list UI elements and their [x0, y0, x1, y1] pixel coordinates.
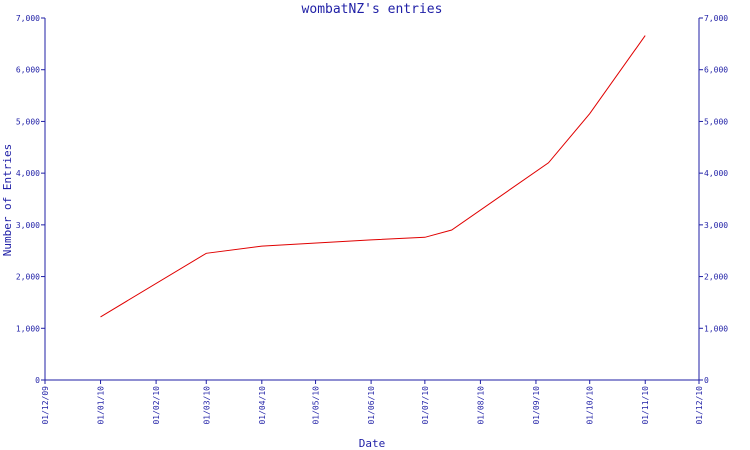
- x-tick-label: 01/09/10: [532, 386, 541, 425]
- x-tick-label: 01/10/10: [586, 386, 595, 425]
- y-tick-label: 0: [35, 376, 40, 385]
- y-tick-label: 3,000: [16, 221, 40, 230]
- x-tick-label: 01/01/10: [97, 386, 106, 425]
- x-tick-label: 01/12/10: [695, 386, 704, 425]
- y-tick-label: 2,000: [16, 273, 40, 282]
- y-tick-label: 4,000: [16, 169, 40, 178]
- y-tick-label-right: 3,000: [704, 221, 728, 230]
- y-tick-label-right: 4,000: [704, 169, 728, 178]
- y-tick-label: 5,000: [16, 117, 40, 126]
- y-tick-label-right: 2,000: [704, 273, 728, 282]
- y-tick-label: 6,000: [16, 66, 40, 75]
- x-axis-title: Date: [359, 437, 386, 450]
- x-tick-label: 01/12/09: [41, 386, 50, 425]
- series-group: [100, 35, 646, 318]
- x-tick-label: 01/07/10: [421, 386, 430, 425]
- y-tick-label-right: 6,000: [704, 66, 728, 75]
- x-tick-label: 01/11/10: [641, 386, 650, 425]
- chart-title: wombatNZ's entries: [302, 2, 443, 17]
- y-tick-label-right: 7,000: [704, 14, 728, 23]
- y-tick-label-right: 1,000: [704, 324, 728, 333]
- x-tick-label: 01/05/10: [312, 386, 321, 425]
- x-ticks: 01/12/09 01/01/10 01/02/10 01/03/10 01/04/10…: [41, 380, 704, 425]
- x-tick-label: 01/06/10: [367, 386, 376, 425]
- right-y-ticks: 0 1,000 2,000 3,000 4,000 5,000 6,000 7,000: [699, 14, 728, 385]
- left-y-ticks: 0 1,000 2,000 3,000 4,000 5,000 6,000 7,000: [16, 14, 45, 385]
- series-line: [100, 35, 646, 318]
- y-tick-label: 1,000: [16, 324, 40, 333]
- x-tick-label: 01/08/10: [476, 386, 485, 425]
- y-tick-label-right: 5,000: [704, 117, 728, 126]
- x-tick-label: 01/02/10: [152, 386, 161, 425]
- y-axis-title: Number of Entries: [1, 144, 14, 257]
- x-tick-label: 01/04/10: [258, 386, 267, 425]
- y-tick-label: 7,000: [16, 14, 40, 23]
- x-tick-label: 01/03/10: [202, 386, 211, 425]
- y-tick-label-right: 0: [704, 376, 709, 385]
